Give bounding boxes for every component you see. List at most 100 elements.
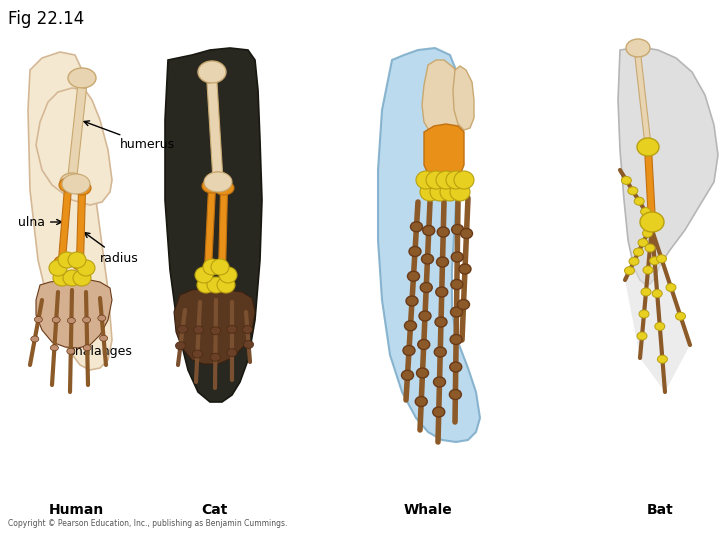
Ellipse shape [73, 181, 91, 195]
Ellipse shape [637, 332, 647, 340]
Ellipse shape [451, 225, 464, 234]
Ellipse shape [60, 173, 84, 191]
Ellipse shape [72, 258, 88, 270]
Text: ulna: ulna [18, 215, 62, 228]
Ellipse shape [227, 325, 237, 333]
Polygon shape [218, 190, 228, 272]
Text: Cat: Cat [201, 503, 228, 517]
Ellipse shape [195, 267, 213, 283]
Ellipse shape [666, 284, 676, 292]
Ellipse shape [652, 289, 662, 298]
Polygon shape [36, 88, 112, 205]
Ellipse shape [403, 346, 415, 355]
Ellipse shape [410, 222, 423, 232]
Ellipse shape [198, 61, 226, 83]
Ellipse shape [459, 264, 471, 274]
Ellipse shape [450, 334, 462, 345]
Ellipse shape [450, 362, 462, 372]
Ellipse shape [83, 317, 91, 323]
Ellipse shape [194, 326, 204, 334]
Ellipse shape [437, 227, 449, 237]
Polygon shape [422, 60, 466, 140]
Ellipse shape [450, 183, 470, 201]
Ellipse shape [211, 259, 229, 275]
Ellipse shape [68, 68, 96, 88]
Ellipse shape [638, 239, 648, 247]
Ellipse shape [84, 345, 91, 351]
Ellipse shape [421, 254, 433, 264]
Ellipse shape [628, 187, 638, 195]
Polygon shape [207, 83, 223, 180]
Ellipse shape [52, 317, 60, 323]
Ellipse shape [31, 336, 39, 342]
Ellipse shape [629, 258, 639, 265]
Ellipse shape [451, 252, 463, 262]
Ellipse shape [406, 296, 418, 306]
Ellipse shape [440, 183, 460, 201]
Ellipse shape [640, 212, 664, 232]
Ellipse shape [641, 207, 651, 215]
Ellipse shape [35, 316, 42, 322]
Ellipse shape [420, 183, 440, 201]
Ellipse shape [243, 326, 253, 334]
Ellipse shape [50, 345, 58, 351]
Text: Copyright © Pearson Education, Inc., publishing as Benjamin Cummings.: Copyright © Pearson Education, Inc., pub… [8, 519, 287, 529]
Text: radius: radius [84, 233, 139, 265]
Ellipse shape [67, 348, 75, 354]
Ellipse shape [436, 171, 456, 189]
Ellipse shape [217, 277, 235, 293]
Ellipse shape [435, 317, 447, 327]
Polygon shape [652, 225, 690, 392]
Ellipse shape [454, 171, 474, 189]
Ellipse shape [634, 248, 644, 256]
Polygon shape [453, 66, 474, 130]
Polygon shape [424, 124, 464, 182]
Ellipse shape [433, 377, 446, 387]
Ellipse shape [642, 230, 652, 238]
Ellipse shape [451, 307, 462, 317]
Polygon shape [174, 288, 255, 364]
Ellipse shape [227, 349, 237, 357]
Ellipse shape [426, 171, 446, 189]
Ellipse shape [416, 171, 436, 189]
Ellipse shape [219, 267, 237, 283]
Ellipse shape [624, 267, 634, 275]
Ellipse shape [626, 39, 650, 57]
Polygon shape [640, 225, 665, 392]
Ellipse shape [409, 246, 421, 256]
Ellipse shape [657, 355, 667, 363]
Ellipse shape [637, 138, 659, 156]
Polygon shape [204, 188, 215, 270]
Ellipse shape [420, 282, 432, 293]
Ellipse shape [205, 172, 231, 192]
Polygon shape [68, 87, 86, 180]
Ellipse shape [243, 341, 253, 348]
Ellipse shape [419, 311, 431, 321]
Ellipse shape [202, 179, 222, 193]
Ellipse shape [643, 266, 653, 274]
Polygon shape [378, 48, 480, 442]
Text: Human: Human [48, 503, 104, 517]
Ellipse shape [649, 257, 660, 265]
Ellipse shape [408, 271, 420, 281]
Ellipse shape [176, 342, 186, 350]
Polygon shape [618, 47, 718, 285]
Ellipse shape [645, 244, 655, 252]
Ellipse shape [211, 327, 220, 335]
Ellipse shape [210, 353, 220, 361]
Ellipse shape [436, 257, 449, 267]
Ellipse shape [641, 288, 651, 296]
Ellipse shape [657, 255, 667, 263]
Text: phalanges: phalanges [68, 328, 133, 359]
Ellipse shape [62, 174, 90, 194]
Text: Bat: Bat [647, 503, 673, 517]
Text: carpals: carpals [42, 282, 88, 305]
Ellipse shape [98, 315, 106, 321]
Ellipse shape [634, 197, 644, 205]
Ellipse shape [451, 280, 463, 289]
Ellipse shape [49, 260, 67, 276]
Ellipse shape [457, 300, 469, 309]
Ellipse shape [405, 321, 416, 330]
Ellipse shape [449, 389, 462, 400]
Ellipse shape [214, 181, 234, 195]
